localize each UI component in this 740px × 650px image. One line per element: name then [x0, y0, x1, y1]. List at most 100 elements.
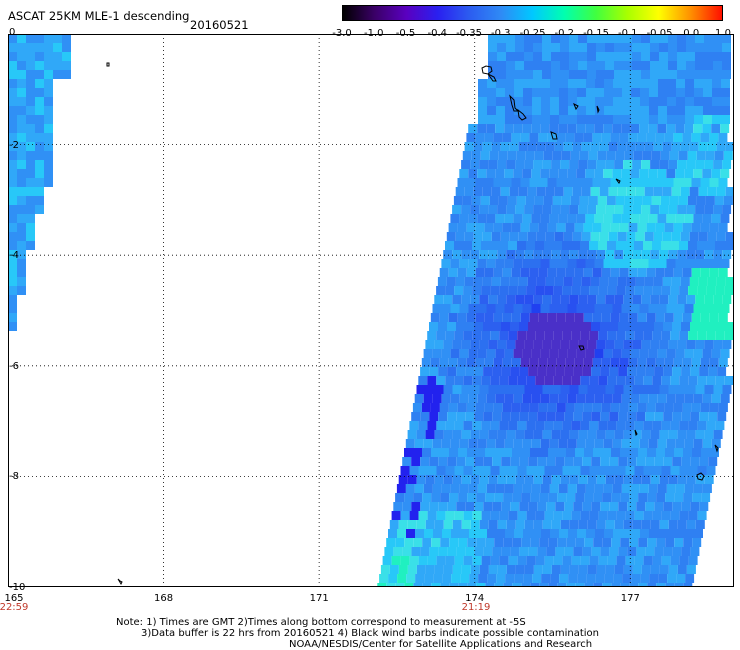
swath-cell [610, 403, 620, 412]
swath-cell [541, 529, 550, 538]
swath-cell [706, 466, 716, 475]
swath-cell [8, 259, 17, 268]
swath-cell [637, 358, 647, 367]
swath-cell [573, 457, 583, 466]
swath-cell [416, 475, 426, 484]
swath-cell [659, 34, 668, 43]
swath-cell [447, 412, 457, 421]
swath-cell [706, 241, 715, 250]
swath-cell [559, 79, 568, 88]
swath-cell [679, 241, 688, 250]
swath-cell [587, 385, 597, 394]
swath-cell [492, 547, 502, 556]
swath-cell [35, 142, 44, 151]
swath-cell [520, 403, 530, 412]
swath-cell [550, 529, 559, 538]
swath-cell [44, 88, 53, 97]
swath-cell [460, 529, 469, 538]
swath-cell [634, 466, 644, 475]
swath-cell [533, 70, 542, 79]
swath-cell [479, 520, 489, 529]
swath-cell [584, 448, 593, 457]
swath-cell [703, 115, 712, 124]
swath-cell [661, 556, 671, 565]
swath-cell [713, 430, 723, 439]
swath-cell [645, 367, 655, 376]
swath-cell [473, 142, 483, 151]
swath-cell [614, 520, 624, 529]
swath-cell [541, 97, 550, 106]
swath-cell [709, 133, 719, 142]
swath-cell [697, 511, 707, 520]
swath-cell [634, 241, 643, 250]
swath-cell [515, 520, 525, 529]
swath-cell [672, 367, 682, 376]
swath-cell [591, 502, 601, 511]
swath-cell [462, 151, 472, 160]
swath-cell [703, 97, 712, 106]
swath-cell [646, 358, 656, 367]
swath-cell [688, 286, 698, 295]
swath-cell [629, 538, 639, 547]
swath-cell [463, 331, 473, 340]
swath-cell [524, 52, 533, 61]
swath-cell [8, 106, 17, 115]
swath-cell [692, 538, 702, 547]
swath-cell [26, 160, 35, 169]
swath-cell [425, 565, 435, 574]
swath-cell [541, 88, 550, 97]
swath-cell [584, 493, 594, 502]
swath-cell [487, 529, 496, 538]
swath-cell [709, 178, 719, 187]
swath-cell [407, 475, 417, 484]
swath-cell [44, 43, 53, 52]
swath-cell [556, 268, 566, 277]
swath-cell [490, 286, 500, 295]
swath-cell [533, 295, 543, 304]
swath-cell [468, 304, 478, 313]
swath-cell [542, 205, 552, 214]
swath-cell [8, 169, 17, 178]
swath-cell [478, 115, 487, 124]
swath-cell [576, 259, 586, 268]
swath-cell [512, 583, 522, 587]
swath-cell [546, 547, 556, 556]
swath-cell [662, 187, 672, 196]
swath-cell [572, 277, 582, 286]
swath-cell [599, 187, 609, 196]
swath-cell [596, 430, 606, 439]
swath-cell [707, 187, 717, 196]
swath-cell [512, 448, 521, 457]
swath-cell [681, 547, 691, 556]
swath-cell [437, 277, 447, 286]
swath-cell [625, 331, 635, 340]
swath-cell [667, 574, 677, 583]
swath-cell [506, 295, 516, 304]
swath-cell [558, 484, 568, 493]
swath-cell [702, 304, 712, 313]
colorbar-tick-label: -0.35 [456, 28, 482, 39]
swath-cell [580, 421, 590, 430]
swath-cell [560, 34, 569, 43]
swath-cell [594, 259, 604, 268]
swath-cell [603, 169, 613, 178]
swath-cell [646, 313, 656, 322]
swath-cell [658, 106, 667, 115]
swath-cell [497, 340, 507, 349]
swath-cell [575, 493, 585, 502]
swath-cell [720, 394, 730, 403]
swath-cell [630, 439, 640, 448]
swath-cell [524, 205, 534, 214]
swath-cell [477, 304, 487, 313]
swath-cell [657, 259, 667, 268]
swath-cell [637, 268, 647, 277]
swath-cell [477, 169, 487, 178]
swath-cell [515, 70, 524, 79]
swath-cell [451, 529, 460, 538]
swath-cell [26, 241, 35, 250]
swath-cell [649, 79, 658, 88]
swath-cell [684, 349, 694, 358]
swath-cell [567, 124, 577, 133]
colorbar-tick-label: -0.15 [583, 28, 609, 39]
swath-cell [620, 493, 630, 502]
